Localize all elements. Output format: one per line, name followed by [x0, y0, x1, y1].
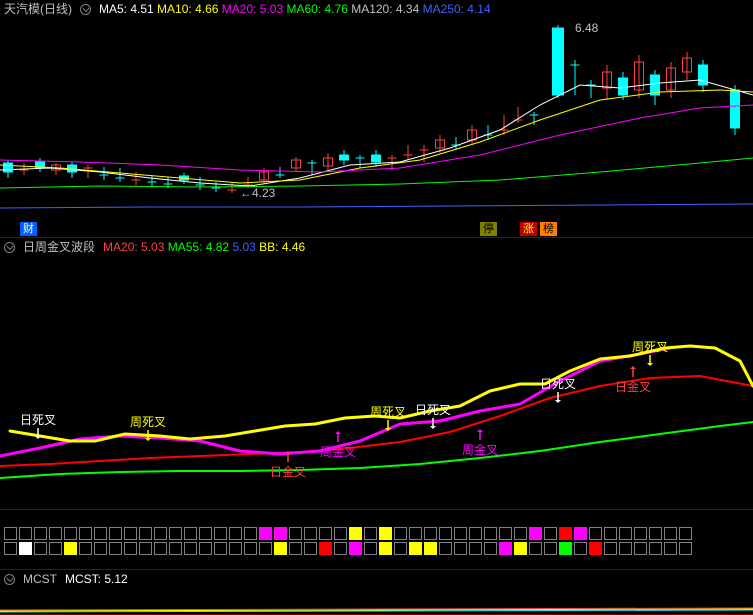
indicator-square: [19, 542, 32, 555]
indicator-square: [214, 542, 227, 555]
indicator-square: [319, 542, 332, 555]
panel1-header: 天汽模(日线) MA5: 4.51 MA10: 4.66 MA20: 5.03 …: [0, 0, 753, 18]
mcst-title: MCST: [23, 570, 57, 588]
svg-text:6.48: 6.48: [575, 21, 599, 35]
indicator-square: [154, 542, 167, 555]
indicator-square: [394, 542, 407, 555]
mcst-chart[interactable]: [0, 588, 753, 615]
indicator-square: [529, 542, 542, 555]
indicator-chart[interactable]: 日死叉周死叉日金叉周金叉周死叉日死叉周金叉日死叉日金叉周死叉: [0, 256, 753, 510]
svg-text:日死叉: 日死叉: [415, 403, 451, 417]
indicator-square: [259, 542, 272, 555]
stock-title: 天汽模(日线): [4, 0, 72, 18]
indicator-square: [349, 542, 362, 555]
indicator-square: [379, 542, 392, 555]
indicator-square: [364, 542, 377, 555]
indicator-square: [559, 542, 572, 555]
svg-text:日死叉: 日死叉: [20, 413, 56, 427]
indicator-square: [244, 542, 257, 555]
indicator-square: [49, 542, 62, 555]
panel2-header: 日周金叉波段 MA20: 5.03 MA55: 4.82 5.03 BB: 4.…: [0, 238, 753, 256]
indicator-square: [574, 542, 587, 555]
indicator-square: [589, 542, 602, 555]
badge-停[interactable]: 停: [480, 222, 497, 236]
indicator-square: [454, 542, 467, 555]
expand-icon[interactable]: [4, 242, 15, 253]
indicator-square: [229, 542, 242, 555]
indicator-square: [439, 542, 452, 555]
indicator-square: [169, 542, 182, 555]
svg-text:周金叉: 周金叉: [462, 442, 498, 457]
indicator-square: [664, 542, 677, 555]
svg-text:日金叉: 日金叉: [615, 379, 651, 394]
indicator-square: [274, 542, 287, 555]
indicator-square: [544, 542, 557, 555]
squares-panel: [0, 510, 753, 570]
badge-财[interactable]: 财: [20, 222, 37, 236]
indicator-square: [634, 542, 647, 555]
badge-row: 财 停 涨榜: [0, 221, 753, 237]
panel4-header: MCST MCST: 5.12: [0, 570, 753, 588]
svg-text:周死叉: 周死叉: [632, 340, 668, 354]
badge-涨[interactable]: 涨: [520, 222, 537, 236]
indicator-square: [94, 542, 107, 555]
indicator-square: [604, 542, 617, 555]
mcst-panel: MCST MCST: 5.12: [0, 570, 753, 615]
expand-icon[interactable]: [4, 574, 15, 585]
svg-text:周死叉: 周死叉: [370, 405, 406, 419]
indicator-square: [64, 542, 77, 555]
indicator-square: [484, 542, 497, 555]
indicator-square: [334, 542, 347, 555]
svg-text:周死叉: 周死叉: [130, 415, 166, 429]
indicator-square: [619, 542, 632, 555]
indicator-square: [79, 542, 92, 555]
svg-text:←4.23: ←4.23: [240, 186, 276, 200]
indicator-square: [124, 542, 137, 555]
badge-榜[interactable]: 榜: [540, 222, 557, 236]
svg-text:日死叉: 日死叉: [540, 377, 576, 391]
svg-text:日金叉: 日金叉: [270, 464, 306, 479]
expand-icon[interactable]: [80, 4, 91, 15]
indicator-square: [139, 542, 152, 555]
indicator-square: [184, 542, 197, 555]
indicator-title: 日周金叉波段: [23, 238, 95, 256]
indicator-square: [469, 542, 482, 555]
candlestick-chart[interactable]: 6.48 ←4.23: [0, 18, 753, 222]
indicator-square: [514, 542, 527, 555]
indicator-square: [409, 542, 422, 555]
indicator-square: [499, 542, 512, 555]
indicator-square: [679, 542, 692, 555]
svg-text:周金叉: 周金叉: [320, 444, 356, 459]
indicator-square: [34, 542, 47, 555]
indicator-square: [289, 542, 302, 555]
indicator-square: [199, 542, 212, 555]
candlestick-panel: 天汽模(日线) MA5: 4.51 MA10: 4.66 MA20: 5.03 …: [0, 0, 753, 238]
indicator-square: [649, 542, 662, 555]
indicator-square: [304, 542, 317, 555]
indicator-square: [4, 542, 17, 555]
indicator-panel: 日周金叉波段 MA20: 5.03 MA55: 4.82 5.03 BB: 4.…: [0, 238, 753, 510]
square-row: [0, 533, 753, 563]
indicator-square: [109, 542, 122, 555]
indicator-square: [424, 542, 437, 555]
